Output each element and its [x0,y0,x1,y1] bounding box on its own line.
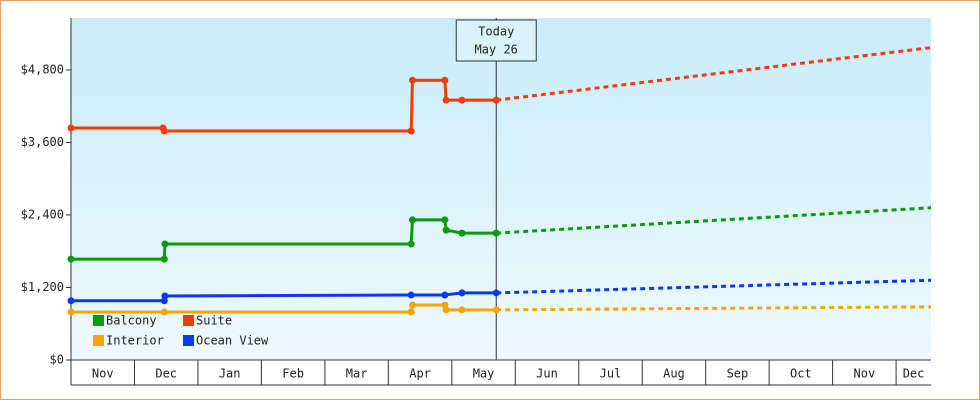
x-tick-label: Dec [903,367,925,381]
legend-swatch [93,335,104,346]
x-tick-label: Nov [854,367,876,381]
point [67,308,75,316]
today-box [455,19,537,62]
x-tick-label: Nov [92,367,114,381]
point [67,124,75,132]
point [492,306,500,314]
legend-label: Interior [106,334,164,348]
point [441,76,449,84]
x-tick-label: Oct [790,367,812,381]
point [441,291,449,299]
point [492,229,500,237]
plot-area [71,18,931,360]
point [160,255,168,263]
point [67,255,75,263]
point [458,289,466,297]
point [161,292,169,300]
point [408,301,416,309]
point [442,226,450,234]
legend-label: Ocean View [196,334,269,348]
forecast-line [496,305,932,312]
point [408,76,416,84]
point [441,216,449,224]
point [458,96,466,104]
x-tick-label: Sep [727,367,749,381]
x-tick-label: Feb [282,367,304,381]
legend-swatch [183,315,194,326]
x-tick-label: Apr [409,367,431,381]
point [408,216,416,224]
point [161,240,169,248]
point [442,96,450,104]
x-tick-label: May [473,367,495,381]
point [160,127,168,135]
x-tick-label: Aug [663,367,685,381]
point [492,289,500,297]
y-tick-label: $2,400 [21,207,64,221]
point [407,308,415,316]
forecast-line [496,278,932,295]
legend-label: Suite [196,314,232,328]
y-tick-label: $1,200 [21,280,64,294]
point [407,291,415,299]
x-tick-label: Dec [155,367,177,381]
legend-swatch [183,335,194,346]
point [407,240,415,248]
legend-label: Balcony [106,314,157,328]
forecast-line [496,206,932,235]
point [442,306,450,314]
forecast-line [496,46,932,102]
point [407,127,415,135]
x-tick-label: Jul [600,367,622,381]
x-tick-label: Jan [219,367,241,381]
point [67,297,75,305]
y-tick-label: $0 [50,353,64,367]
point [492,96,500,104]
point [458,306,466,314]
point [160,308,168,316]
y-tick-label: $3,600 [21,135,64,149]
today-label: May 26 [475,43,518,57]
y-tick-label: $4,800 [21,62,64,76]
x-tick-label: Jun [536,367,558,381]
point [458,229,466,237]
legend-swatch [93,315,104,326]
x-tick-label: Mar [346,367,368,381]
today-label: Today [478,25,514,39]
